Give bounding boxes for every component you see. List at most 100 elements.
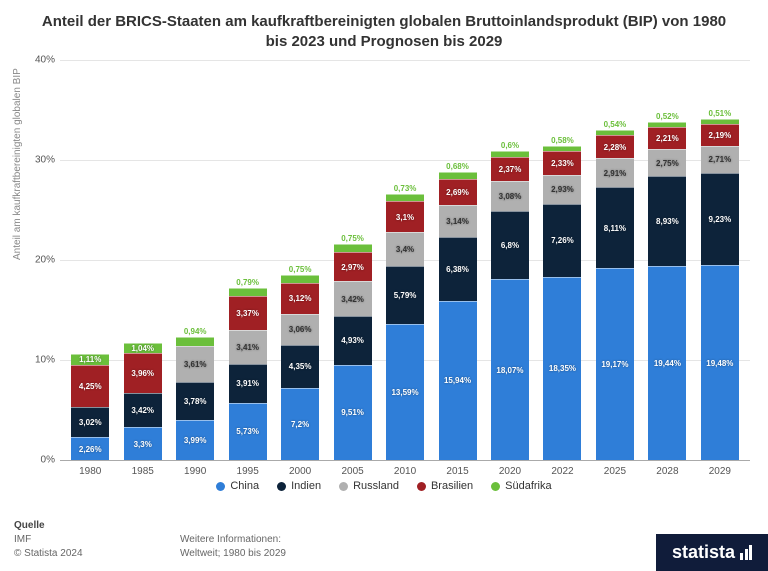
- chart-title: Anteil der BRICS-Staaten am kaufkraftber…: [0, 0, 768, 57]
- segment-label: 2,28%: [604, 143, 627, 152]
- bar-group: 19,44%8,93%2,75%2,21%0,52%2028: [641, 122, 693, 460]
- source-value: IMF: [14, 533, 83, 547]
- x-tick: 1995: [237, 466, 259, 477]
- segment-label: 18,35%: [549, 364, 576, 373]
- bar-segment-indien: 8,93%: [648, 176, 686, 265]
- segment-label: 4,93%: [341, 336, 364, 345]
- bar-stack: 2,26%3,02%4,25%1,11%: [71, 354, 109, 460]
- legend-item-china[interactable]: China: [216, 480, 259, 492]
- segment-label: 3,1%: [396, 213, 414, 222]
- segment-label: 3,41%: [236, 343, 259, 352]
- legend: China Indien Russland Brasilien Südafrika: [0, 480, 768, 492]
- bar-segment-brasilien: 2,28%: [596, 135, 634, 158]
- bar-stack: 18,07%6,8%3,08%2,37%0,6%: [491, 151, 529, 460]
- bar-segment-brasilien: 3,1%: [386, 201, 424, 232]
- bar-stack: 3,99%3,78%3,61%0,94%: [176, 337, 214, 460]
- segment-label: 3,99%: [184, 436, 207, 445]
- segment-label: 2,69%: [446, 188, 469, 197]
- legend-item-indien[interactable]: Indien: [277, 480, 321, 492]
- bar-stack: 19,44%8,93%2,75%2,21%0,52%: [648, 122, 686, 460]
- bar-segment-suedafrika: [229, 288, 267, 296]
- bar-group: 3,99%3,78%3,61%0,94%1990: [169, 337, 221, 460]
- footer-info: Weitere Informationen: Weltweit; 1980 bi…: [180, 533, 286, 561]
- legend-label: Russland: [353, 480, 399, 492]
- bar-segment-russland: 3,06%: [281, 314, 319, 345]
- segment-label-top: 0,94%: [184, 327, 207, 336]
- segment-label: 5,73%: [236, 427, 259, 436]
- bar-segment-indien: 6,8%: [491, 211, 529, 279]
- bar-segment-china: 3,3%: [124, 427, 162, 460]
- segment-label: 2,75%: [656, 159, 679, 168]
- bar-segment-china: 18,07%: [491, 279, 529, 460]
- legend-item-brasilien[interactable]: Brasilien: [417, 480, 473, 492]
- bar-segment-indien: 3,91%: [229, 364, 267, 403]
- bar-segment-brasilien: 3,12%: [281, 283, 319, 314]
- segment-label-top: 0,51%: [709, 109, 732, 118]
- segment-label: 1,04%: [131, 344, 154, 353]
- bar-stack: 19,48%9,23%2,71%2,19%0,51%: [701, 119, 739, 460]
- bar-segment-suedafrika: [701, 119, 739, 124]
- segment-label: 5,79%: [394, 291, 417, 300]
- segment-label-top: 0,54%: [604, 120, 627, 129]
- segment-label: 2,71%: [709, 155, 732, 164]
- segment-label: 3,12%: [289, 294, 312, 303]
- bar-segment-russland: 3,14%: [439, 205, 477, 236]
- bar-segment-indien: 6,38%: [439, 237, 477, 301]
- logo-bars-icon: [740, 545, 752, 560]
- bar-segment-suedafrika: [281, 275, 319, 283]
- bar-segment-brasilien: 2,33%: [543, 151, 581, 174]
- bar-segment-russland: 2,91%: [596, 158, 634, 187]
- legend-item-suedafrika[interactable]: Südafrika: [491, 480, 551, 492]
- bar-segment-suedafrika: [176, 337, 214, 346]
- chart-area: 0%10%20%30%40% 2,26%3,02%4,25%1,11%19803…: [60, 60, 750, 460]
- bar-segment-brasilien: 4,25%: [71, 365, 109, 408]
- legend-label: China: [230, 480, 259, 492]
- x-tick: 2010: [394, 466, 416, 477]
- bar-segment-indien: 8,11%: [596, 187, 634, 268]
- segment-label: 19,44%: [654, 359, 681, 368]
- x-tick: 2028: [656, 466, 678, 477]
- x-tick: 1980: [79, 466, 101, 477]
- bar-segment-russland: 2,71%: [701, 146, 739, 173]
- x-tick: 2005: [341, 466, 363, 477]
- bar-segment-indien: 3,78%: [176, 382, 214, 420]
- x-tick: 2022: [551, 466, 573, 477]
- segment-label: 9,23%: [709, 215, 732, 224]
- bar-group: 19,17%8,11%2,91%2,28%0,54%2025: [589, 130, 641, 460]
- segment-label-top: 0,58%: [551, 136, 574, 145]
- segment-label: 13,59%: [391, 388, 418, 397]
- segment-label: 7,26%: [551, 236, 574, 245]
- bar-segment-china: 13,59%: [386, 324, 424, 460]
- bar-segment-china: 7,2%: [281, 388, 319, 460]
- bar-segment-brasilien: 2,97%: [334, 252, 372, 282]
- bar-segment-china: 2,26%: [71, 437, 109, 460]
- legend-item-russland[interactable]: Russland: [339, 480, 399, 492]
- bar-segment-suedafrika: [439, 172, 477, 179]
- segment-label: 2,97%: [341, 263, 364, 272]
- segment-label: 6,38%: [446, 265, 469, 274]
- legend-dot-icon: [491, 482, 500, 491]
- bar-segment-suedafrika: 1,11%: [71, 354, 109, 365]
- bar-segment-suedafrika: [648, 122, 686, 127]
- legend-label: Indien: [291, 480, 321, 492]
- segment-label: 1,11%: [79, 355, 101, 364]
- segment-label: 19,17%: [601, 360, 628, 369]
- bar-stack: 7,2%4,35%3,06%3,12%0,75%: [281, 275, 319, 460]
- segment-label: 3,4%: [396, 245, 414, 254]
- bar-stack: 15,94%6,38%3,14%2,69%0,68%: [439, 172, 477, 460]
- bar-segment-brasilien: 3,37%: [229, 296, 267, 330]
- bar-group: 18,35%7,26%2,93%2,33%0,58%2022: [536, 146, 588, 460]
- y-tick: 30%: [30, 155, 55, 166]
- segment-label-top: 0,6%: [501, 141, 519, 150]
- bar-segment-russland: 3,42%: [334, 281, 372, 315]
- segment-label-top: 0,52%: [656, 112, 679, 121]
- bar-stack: 9,51%4,93%3,42%2,97%0,75%: [334, 244, 372, 460]
- segment-label: 7,2%: [291, 420, 309, 429]
- info-label: Weitere Informationen:: [180, 533, 286, 547]
- legend-dot-icon: [216, 482, 225, 491]
- segment-label: 2,37%: [499, 165, 522, 174]
- bar-segment-indien: 5,79%: [386, 266, 424, 324]
- bar-segment-brasilien: 2,37%: [491, 157, 529, 181]
- bar-segment-russland: 3,61%: [176, 346, 214, 382]
- segment-label: 2,19%: [709, 131, 732, 140]
